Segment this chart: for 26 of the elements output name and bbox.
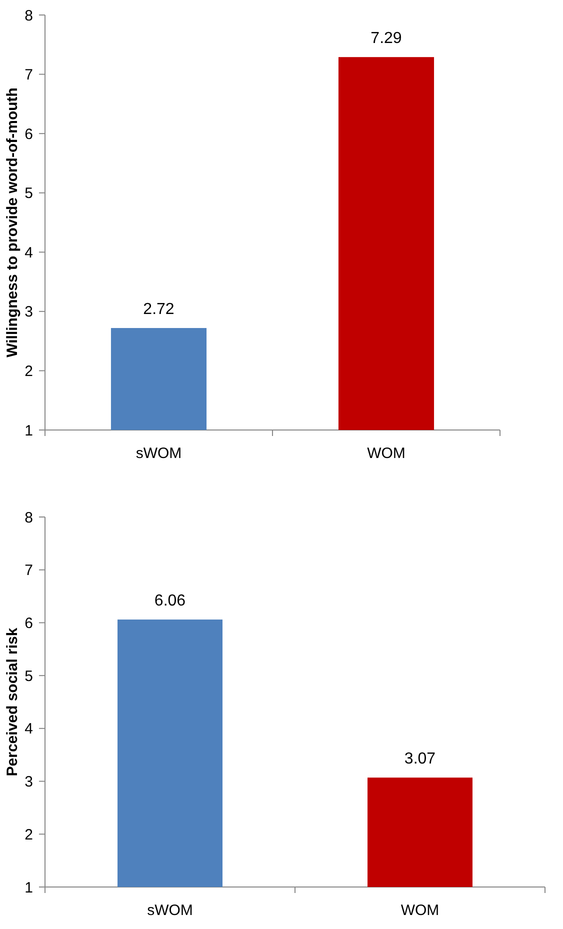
- y-tick-label: 4: [24, 244, 33, 262]
- x-tick-label: sWOM: [136, 445, 182, 462]
- y-tick-label: 6: [24, 126, 33, 143]
- y-tick-label: 2: [24, 362, 33, 380]
- y-tick-label: 6: [24, 614, 33, 632]
- y-tick-label: 5: [24, 668, 33, 685]
- y-tick-label: 8: [24, 7, 33, 24]
- y-tick-label: 7: [24, 562, 33, 580]
- data-label: 3.07: [404, 750, 436, 768]
- y-tick-label: 7: [24, 66, 33, 84]
- data-label: 2.72: [143, 301, 174, 318]
- y-axis-title: Perceived social risk: [4, 627, 21, 776]
- x-tick-label: sWOM: [147, 902, 193, 919]
- data-label: 7.29: [370, 30, 402, 48]
- y-tick-label: 8: [24, 509, 33, 526]
- y-tick-label: 3: [24, 304, 33, 321]
- x-tick-label: WOM: [400, 902, 440, 919]
- y-tick-label: 2: [24, 826, 33, 844]
- x-tick-label: WOM: [367, 445, 406, 462]
- y-axis-title: Willingness to provide word-of-mouth: [4, 88, 21, 358]
- y-tick-label: 1: [24, 422, 33, 440]
- y-tick-label: 3: [24, 774, 33, 791]
- y-tick-label: 5: [24, 185, 33, 202]
- y-tick-label: 1: [24, 879, 33, 896]
- y-tick-label: 4: [24, 720, 33, 738]
- data-label: 6.06: [154, 592, 186, 610]
